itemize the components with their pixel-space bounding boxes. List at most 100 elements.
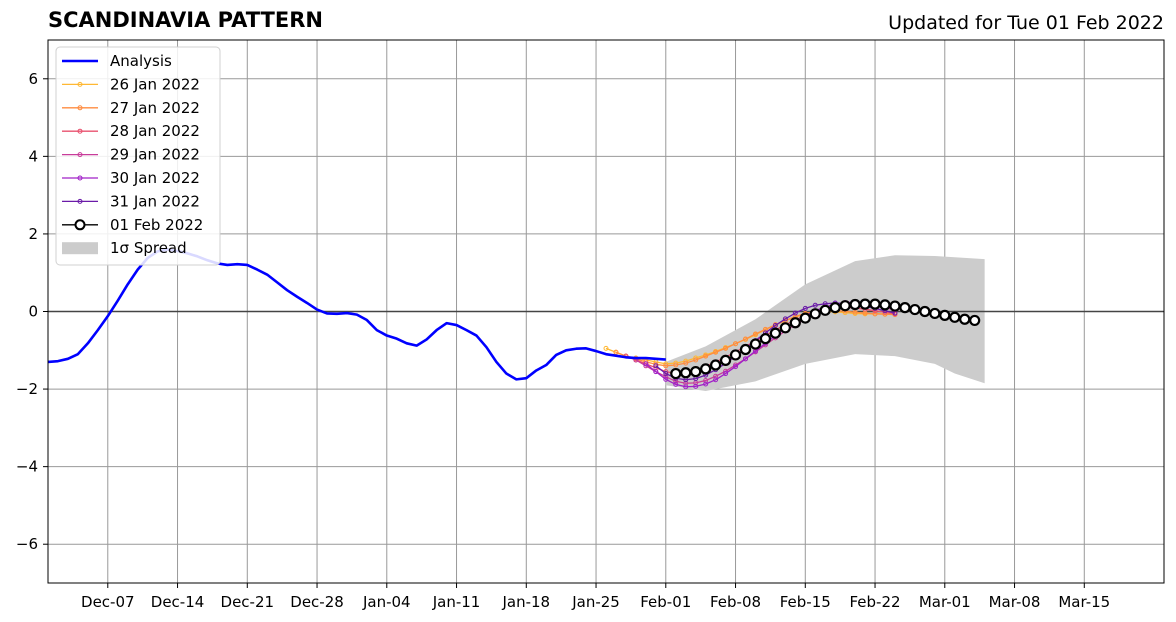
plot-frame [47,39,1165,584]
legend-label-series: 30 Jan 2022 [110,169,200,187]
series-point [723,371,729,377]
series-point [713,373,719,379]
legend-swatch-marker [77,198,83,204]
series-point [710,359,722,371]
chart-title: SCANDINAVIA PATTERN [48,8,323,32]
series-point [653,363,659,369]
series-line [615,310,895,367]
legend-label-series: 31 Jan 2022 [110,192,200,210]
chart-subtitle: Updated for Tue 01 Feb 2022 [888,12,1164,34]
series-point [949,311,961,323]
series-01-feb-2022 [670,298,981,380]
legend-swatch-marker [77,128,83,134]
series-point [683,380,689,386]
y-tick-label: −4 [16,458,38,476]
series-point [802,305,808,311]
x-tick-label: Feb-22 [850,593,901,611]
series-point [779,322,791,334]
x-tick-label: Mar-01 [919,593,971,611]
series-point [792,310,798,316]
series-point [919,305,931,318]
series-point [749,338,762,350]
series-point [849,298,861,311]
legend-label-series: 29 Jan 2022 [110,146,200,164]
series-point [719,354,732,366]
series-point [673,378,679,384]
legend-label-series: 27 Jan 2022 [110,99,200,117]
series-point [613,349,619,355]
x-tick-label: Jan-04 [362,593,411,611]
series-point [889,300,901,312]
legend-box [55,46,221,266]
series-point [879,299,891,311]
series-point [743,336,748,342]
series-point [789,317,801,329]
legend-swatch-marker [74,219,86,231]
series-point [809,308,821,320]
legend-label-series: 28 Jan 2022 [110,122,200,140]
series-point [743,356,748,362]
series-point [939,309,951,321]
series-point [703,381,709,387]
series-point [693,357,699,363]
series-point [713,349,719,355]
series-point [812,302,818,308]
series-point [683,384,689,390]
series-point [759,333,772,345]
legend-label-analysis: Analysis [110,52,172,70]
x-tick-label: Dec-28 [290,593,344,611]
series-point [969,314,981,327]
series-point [690,366,702,378]
x-tick-label: Feb-15 [780,593,831,611]
series-point [693,383,699,389]
x-tick-label: Jan-11 [432,593,481,611]
series-point [673,381,679,387]
series-point [839,300,851,312]
series-point [663,376,669,382]
series-point [603,345,609,351]
series-point [772,322,778,328]
series-point [859,298,871,310]
series-point [752,331,758,337]
y-tick-label: 4 [28,147,38,165]
legend-label-series: 26 Jan 2022 [110,75,200,93]
x-tick-label: Jan-18 [501,593,550,611]
x-tick-label: Jan-25 [571,593,620,611]
legend-label-series: 01 Feb 2022 [110,216,203,234]
series-point [673,362,679,368]
y-tick-label: −6 [16,535,38,553]
series-point [959,313,971,325]
series-point [733,364,739,370]
y-tick-label: 0 [28,303,38,321]
series-point [723,345,729,351]
legend-label-spread: 1σ Spread [110,239,187,257]
x-tick-label: Feb-01 [640,593,691,611]
series-point [929,307,941,320]
x-tick-label: Mar-15 [1058,593,1110,611]
series-point [869,298,881,310]
series-point [829,302,841,314]
x-tick-label: Mar-08 [989,593,1041,611]
series-point [729,349,742,361]
legend-swatch-spread [62,242,98,255]
series-point [643,361,649,367]
series-point [703,378,709,384]
legend-swatch-marker [77,175,83,181]
x-tick-label: Dec-21 [221,593,275,611]
y-tick-label: −2 [16,380,38,398]
x-tick-label: Feb-08 [710,593,761,611]
x-tick-label: Dec-14 [151,593,205,611]
series-point [663,371,669,377]
series-point [909,303,921,316]
legend: Analysis 26 Jan 2022 27 Jan 2022 28 Jan 202… [55,46,221,266]
series-point [799,312,811,324]
series-point [680,367,692,379]
series-point [739,343,752,356]
legend-swatch-marker [77,81,83,87]
series-point [819,304,831,316]
series-point [872,311,878,317]
series-point [733,341,739,347]
series-point [782,316,788,322]
legend-swatch-marker [77,152,83,158]
